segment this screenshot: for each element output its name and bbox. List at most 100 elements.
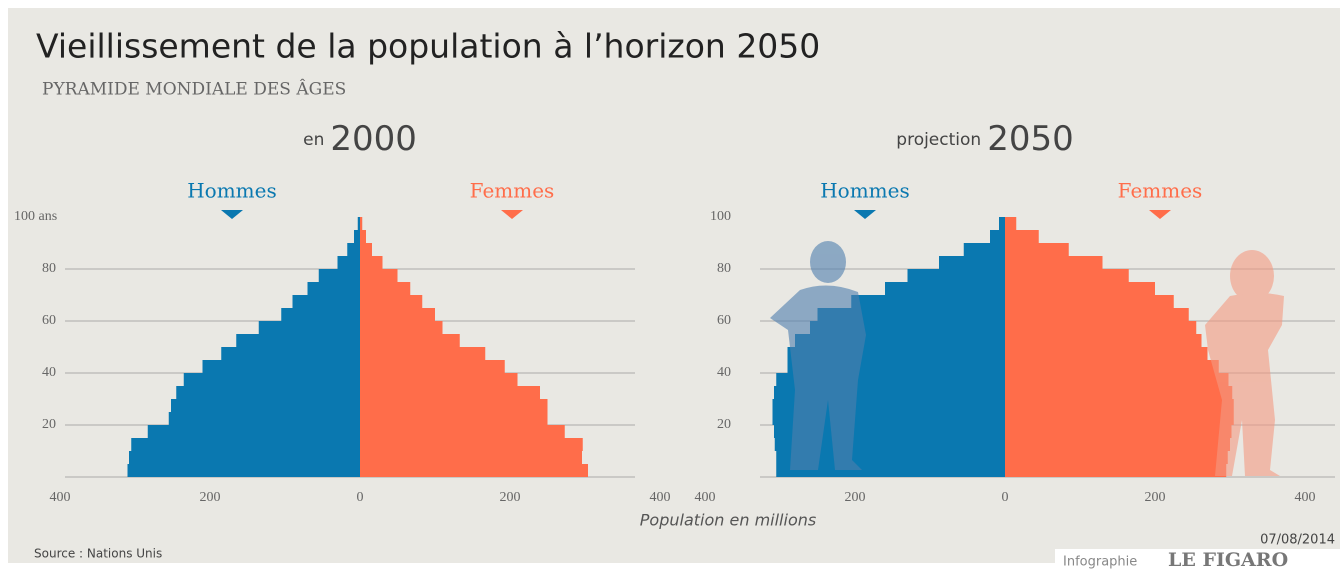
- x-tick-label: 200: [500, 490, 521, 505]
- bar: [147, 425, 360, 438]
- bar: [1005, 399, 1234, 412]
- bar: [360, 425, 565, 438]
- bar: [1005, 438, 1230, 451]
- bar: [1005, 256, 1103, 269]
- bar: [360, 243, 372, 256]
- bar: [236, 334, 360, 347]
- bar: [939, 256, 1005, 269]
- legend-arrow: [1149, 210, 1171, 219]
- bar: [1005, 243, 1069, 256]
- chart-title: projection 2050: [896, 119, 1073, 159]
- bar: [168, 412, 360, 425]
- page-subtitle: PYRAMIDE MONDIALE DES ÂGES: [42, 79, 346, 100]
- x-tick-label: 400: [650, 490, 671, 505]
- y-tick-label: 100: [710, 209, 731, 224]
- bar: [337, 256, 360, 269]
- bar: [281, 308, 360, 321]
- bar: [1005, 360, 1219, 373]
- y-tick-label: 20: [717, 417, 731, 432]
- chart-title-prefix: en: [303, 130, 324, 150]
- chart-title-year: 2000: [330, 119, 417, 159]
- bar: [318, 269, 360, 282]
- x-tick-label: 0: [1002, 490, 1009, 505]
- legend-arrow: [221, 210, 243, 219]
- x-tick-label: 400: [1295, 490, 1316, 505]
- bar: [202, 360, 360, 373]
- man-silhouette: [770, 241, 866, 470]
- bar: [360, 230, 366, 243]
- legend-label: Hommes: [187, 179, 277, 203]
- bar: [176, 386, 360, 399]
- bar: [360, 269, 398, 282]
- bar: [1005, 347, 1208, 360]
- y-tick-label: 100 ans: [14, 209, 57, 224]
- credit-prefix: Infographie: [1063, 555, 1137, 570]
- bar: [360, 438, 583, 451]
- y-tick-label: 40: [717, 365, 731, 380]
- bar: [1005, 321, 1197, 334]
- bar: [1005, 386, 1233, 399]
- legend-arrow: [854, 210, 876, 219]
- bar: [360, 399, 548, 412]
- legend-label: Hommes: [820, 179, 910, 203]
- bar: [1005, 295, 1174, 308]
- chart-title: en 2000: [303, 119, 417, 159]
- bar: [360, 451, 582, 464]
- bar: [221, 347, 360, 360]
- legend-arrow: [501, 210, 523, 219]
- legend-label: Femmes: [1118, 179, 1203, 203]
- credit-brand: LE FIGARO: [1168, 549, 1288, 570]
- bar: [360, 321, 443, 334]
- bar: [360, 308, 435, 321]
- bar: [963, 243, 1005, 256]
- silhouettes: [770, 241, 1284, 476]
- bar: [851, 295, 1005, 308]
- bar: [817, 308, 1005, 321]
- bar: [360, 373, 518, 386]
- page-title: Vieillissement de la population à l’hori…: [36, 27, 820, 66]
- bar: [360, 386, 540, 399]
- bar: [1005, 464, 1227, 477]
- bar: [1005, 230, 1039, 243]
- bar: [307, 282, 360, 295]
- bar: [127, 464, 360, 477]
- bar: [360, 464, 588, 477]
- bar: [360, 217, 363, 230]
- bar: [1005, 269, 1129, 282]
- x-tick-label: 200: [200, 490, 221, 505]
- y-tick-label: 60: [717, 313, 731, 328]
- y-tick-label: 20: [42, 417, 56, 432]
- legend-label: Femmes: [470, 179, 555, 203]
- bar: [360, 360, 505, 373]
- bar: [1005, 451, 1228, 464]
- bar: [776, 464, 1005, 477]
- bar: [1005, 373, 1229, 386]
- y-tick-label: 40: [42, 365, 56, 380]
- bar: [1005, 334, 1202, 347]
- y-tick-label: 80: [42, 261, 56, 276]
- bar: [183, 373, 360, 386]
- bar: [1005, 412, 1234, 425]
- y-tick-label: 80: [717, 261, 731, 276]
- bar: [129, 451, 360, 464]
- x-tick-label: 0: [357, 490, 364, 505]
- bar: [347, 243, 360, 256]
- bar: [885, 282, 1005, 295]
- bar: [292, 295, 360, 308]
- woman-silhouette: [1205, 250, 1284, 476]
- bar: [360, 412, 548, 425]
- bar: [354, 230, 360, 243]
- bar: [171, 399, 360, 412]
- bar: [907, 269, 1005, 282]
- x-tick-label: 400: [50, 490, 71, 505]
- bar: [1005, 425, 1232, 438]
- bar: [360, 347, 486, 360]
- x-tick-label: 400: [695, 490, 716, 505]
- x-tick-label: 200: [1145, 490, 1166, 505]
- bar: [360, 282, 411, 295]
- source: Source : Nations Unis: [34, 547, 162, 561]
- chart-title-year: 2050: [987, 119, 1074, 159]
- credit-box: [1055, 549, 1340, 570]
- bar: [1005, 217, 1017, 230]
